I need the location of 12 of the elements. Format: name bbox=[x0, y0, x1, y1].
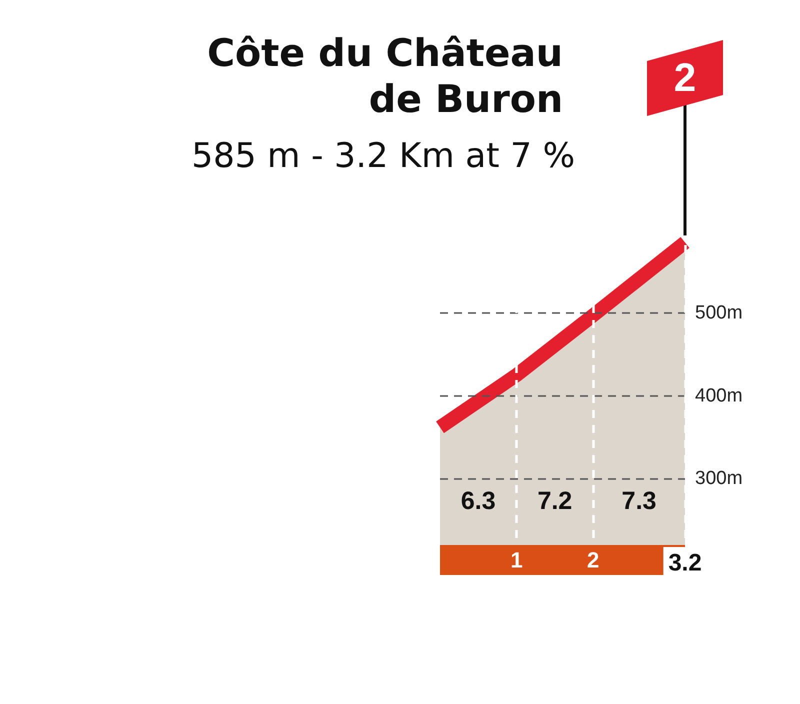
text: 2 bbox=[672, 56, 698, 100]
y-tick-label: 300m bbox=[695, 468, 743, 490]
annotation: 7.3 bbox=[622, 487, 656, 515]
x-tick-label: 3.2 bbox=[668, 550, 702, 576]
chart-subtitle: 585 m - 3.2 Km at 7 % bbox=[191, 136, 575, 176]
chart-title: Côte du Château de Buron bbox=[206, 30, 563, 122]
y-tick-label: 400m bbox=[695, 385, 743, 406]
y-tick-label: 500m bbox=[695, 302, 743, 324]
x-tick-label: 2 bbox=[587, 548, 600, 572]
x-tick-label: 1 bbox=[510, 548, 523, 572]
annotation: 7.2 bbox=[537, 487, 572, 515]
annotation: 6.3 bbox=[460, 487, 496, 515]
